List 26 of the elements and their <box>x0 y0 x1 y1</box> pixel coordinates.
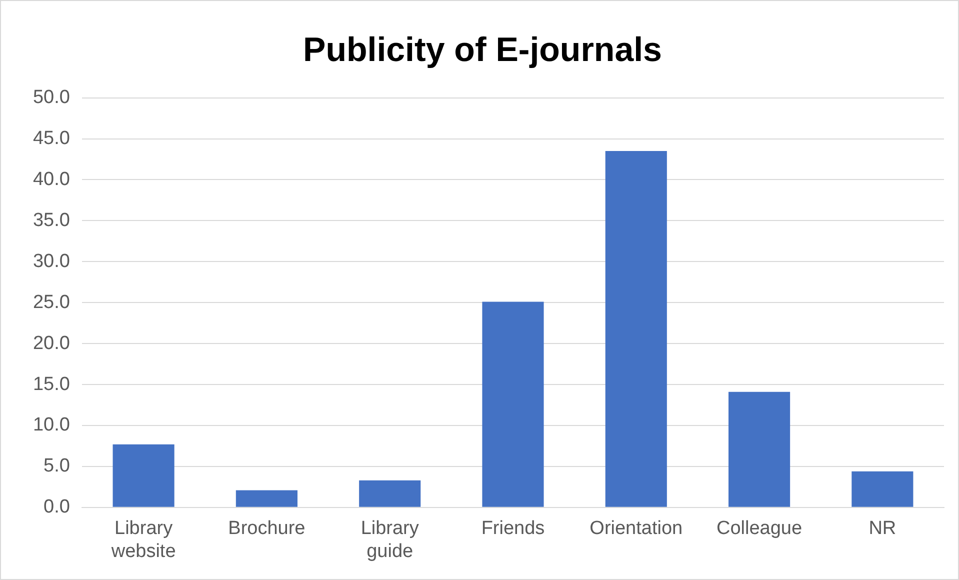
y-tick-label: 30.0 <box>32 250 70 272</box>
y-tick-label: 15.0 <box>32 374 70 395</box>
x-tick-label: Orientation <box>590 518 683 540</box>
y-tick-label: 20.0 <box>32 332 70 354</box>
x-tick-label: Library guide <box>360 518 420 562</box>
y-tick-label: 35.0 <box>32 210 70 231</box>
x-tick-label: Brochure <box>228 518 306 540</box>
bar <box>482 302 544 507</box>
bar <box>728 392 790 507</box>
chart-title: Publicity of E-journals <box>303 30 662 69</box>
x-tick-label: NR <box>868 518 896 540</box>
bar <box>236 490 298 507</box>
y-tick-label: 25.0 <box>32 292 70 313</box>
y-tick-label: 45.0 <box>32 128 70 149</box>
x-tick-label: Colleague <box>716 518 802 540</box>
bar <box>852 471 914 507</box>
bar <box>359 480 421 507</box>
y-tick-label: 50.0 <box>32 87 70 108</box>
y-tick-label: 40.0 <box>32 168 70 190</box>
y-tick-label: 10.0 <box>32 414 70 436</box>
x-tick-label: Friends <box>481 518 545 540</box>
bar <box>605 151 667 507</box>
y-tick-label: 5.0 <box>44 456 70 477</box>
bar <box>112 444 174 507</box>
y-tick-label: 0.0 <box>44 496 70 518</box>
x-tick-label: Library website <box>110 518 176 562</box>
